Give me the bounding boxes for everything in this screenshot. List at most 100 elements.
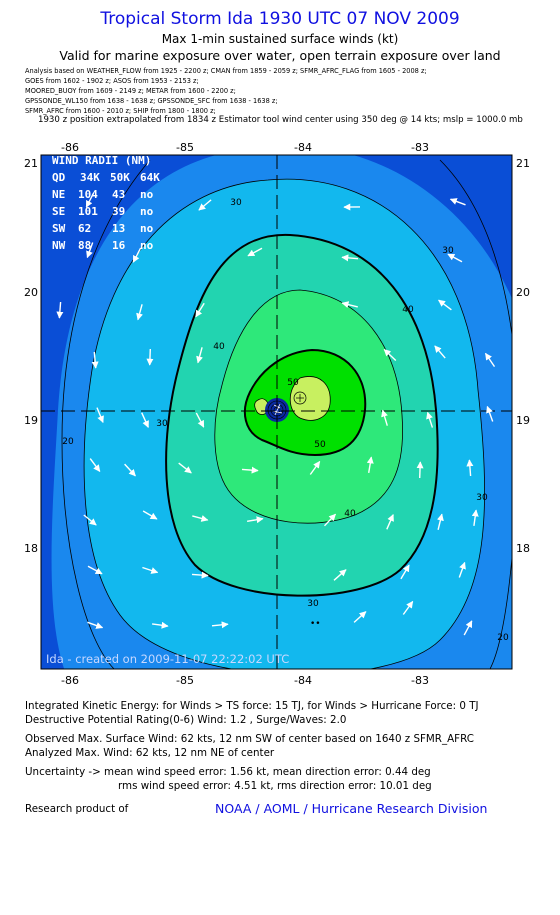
- wind-radii-title: WIND RADII (NM): [52, 154, 151, 167]
- wind-radii-cell: 13: [112, 222, 125, 235]
- validity-note: Valid for marine exposure over water, op…: [59, 48, 501, 63]
- analysis-source-line: Analysis based on WEATHER_FLOW from 1925…: [25, 67, 427, 75]
- contour-label: 30: [476, 493, 488, 503]
- wind-arrow: [386, 514, 394, 530]
- wind-arrow: [85, 192, 95, 208]
- wind-arrow: [447, 253, 463, 263]
- lon-ticks-bottom: -86 -85 -84 -83: [61, 674, 429, 687]
- wind-radii-cell: no: [140, 205, 154, 218]
- wind-peak-ne: [290, 376, 331, 421]
- analysis-source-line: GPSSONDE_WL150 from 1638 - 1638 z; GPSSO…: [25, 97, 278, 105]
- lon-tick-label: -83: [411, 141, 429, 154]
- contour-label: 20: [62, 437, 74, 447]
- contour-label: 30: [442, 246, 454, 256]
- wind-radii-header: 64K: [140, 171, 160, 184]
- wind-radii-cell: 39: [112, 205, 125, 218]
- contour-label: 40: [213, 342, 225, 352]
- wind-arrow: [353, 611, 367, 623]
- wind-arrow: [56, 301, 64, 319]
- creation-stamp: Ida - created on 2009-11-07 22:22:02 UTC: [46, 652, 289, 666]
- uncertainty-line: rms wind speed error: 4.51 kt, rms direc…: [118, 780, 432, 792]
- lon-tick-label: -84: [294, 141, 312, 154]
- wind-arrow: [341, 301, 358, 308]
- wind-arrow: [192, 515, 209, 522]
- wind-arrow: [198, 199, 212, 211]
- wind-arrow: [366, 456, 374, 474]
- wind-arrow: [91, 351, 99, 369]
- lat-tick-label: 20: [24, 286, 38, 299]
- contour-label: 50: [314, 440, 326, 450]
- contour-lines: [61, 159, 512, 669]
- wind-arrow: [152, 621, 169, 629]
- wind-arrow: [211, 621, 229, 629]
- lat-ticks-left: 21 20 19 18: [24, 157, 38, 555]
- contour-label: 20: [497, 633, 509, 643]
- wind-arrow: [142, 566, 159, 574]
- wind-arrow: [83, 514, 97, 526]
- contour-label: 30: [156, 419, 168, 429]
- observation-marker: ••: [310, 619, 321, 629]
- wind-arrow: [323, 513, 337, 527]
- page-title: Tropical Storm Ida 1930 UTC 07 NOV 2009: [100, 9, 460, 29]
- wind-arrow: [437, 513, 444, 530]
- wind-arrow: [458, 561, 466, 578]
- wind-radii-header: QD: [52, 171, 66, 184]
- wind-radii-header: 34K: [80, 171, 100, 184]
- lon-tick-label: -85: [176, 674, 194, 687]
- contour-label: 30: [307, 599, 319, 609]
- wind-arrow: [87, 621, 104, 629]
- wind-arrow: [426, 411, 434, 428]
- noaa-aoml-link[interactable]: NOAA / AOML / Hurricane Research Divisio…: [215, 801, 488, 816]
- wind-arrow: [86, 242, 94, 259]
- analysis-source-line: GOES from 1602 - 1902 z; ASOS from 1953 …: [25, 77, 199, 85]
- uncertainty-line: Uncertainty -> mean wind speed error: 1.…: [25, 766, 431, 778]
- contour-label: 50: [287, 378, 299, 388]
- wind-arrow: [463, 620, 473, 636]
- wind-arrow: [381, 409, 388, 426]
- wind-arrow: [247, 247, 263, 257]
- wind-arrow: [195, 412, 205, 428]
- wind-arrow: [96, 407, 104, 424]
- wind-arrow: [466, 459, 474, 477]
- wind-radii-cell: 88: [78, 239, 91, 252]
- wind-arrow: [438, 299, 452, 311]
- wind-radii-table: WIND RADII (NM) QD 34K 50K 64K NE 104 43…: [52, 154, 160, 252]
- wind-arrow: [246, 516, 264, 524]
- contour-labels: 20 20 30 30 30 30 30 40 40 40 50 50: [62, 198, 509, 643]
- dpr-text: Destructive Potential Rating(0-6) Wind: …: [25, 714, 347, 726]
- wind-arrow: [333, 569, 347, 581]
- lat-tick-label: 19: [24, 414, 38, 427]
- wind-radii-cell: no: [140, 222, 154, 235]
- wind-arrow: [196, 347, 203, 364]
- wind-field: •• 20 20 30 30 30 30 30 40 40 40 50 50: [41, 155, 512, 669]
- wind-arrow: [434, 345, 446, 359]
- contour-label: 40: [344, 509, 356, 519]
- wind-radii-cell: no: [140, 188, 154, 201]
- wind-arrow: [178, 462, 192, 474]
- analysis-source-line: MOORED_BUOY from 1609 - 2149 z; METAR fr…: [25, 87, 236, 95]
- analyzed-max-marker: [293, 391, 307, 405]
- analysis-source-line: SFMR_AFRC from 1600 - 2010 z; SHIP from …: [25, 107, 216, 115]
- wind-arrow: [142, 510, 158, 520]
- wind-arrow: [383, 348, 397, 362]
- lat-tick-label: 21: [516, 157, 530, 170]
- wind-radii-cell: no: [140, 239, 154, 252]
- research-label: Research product of: [25, 803, 129, 815]
- analyzed-max-text: Analyzed Max. Wind: 62 kts, 12 nm NE of …: [25, 747, 275, 759]
- lat-tick-label: 18: [24, 542, 38, 555]
- wind-arrow: [484, 352, 496, 367]
- wind-radii-cell: 101: [78, 205, 98, 218]
- contour-label: 30: [230, 198, 242, 208]
- lat-tick-label: 20: [516, 286, 530, 299]
- wind-arrow: [191, 571, 209, 579]
- wind-radii-cell: SE: [52, 205, 65, 218]
- wind-arrow: [124, 463, 136, 477]
- observed-max-text: Observed Max. Surface Wind: 62 kts, 12 n…: [25, 733, 474, 745]
- wind-radii-header: 50K: [110, 171, 130, 184]
- lon-tick-label: -86: [61, 674, 79, 687]
- contour-label: 40: [402, 305, 414, 315]
- wind-radii-cell: SW: [52, 222, 66, 235]
- lon-ticks-top: -86 -85 -84 -83: [61, 141, 429, 154]
- wind-arrow: [195, 302, 205, 318]
- wind-arrow: [132, 247, 142, 263]
